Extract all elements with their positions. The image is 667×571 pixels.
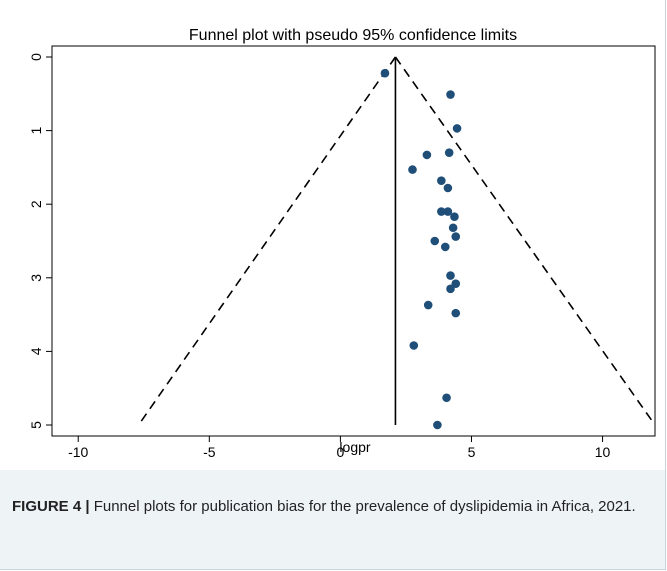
data-point <box>444 148 454 157</box>
y-tick-label: 5 <box>28 421 44 429</box>
data-point <box>450 212 459 222</box>
data-point <box>440 242 450 252</box>
data-point <box>380 68 390 78</box>
y-tick-label: 2 <box>28 200 44 208</box>
x-tick-label: 10 <box>595 444 611 460</box>
data-point <box>408 165 417 174</box>
x-tick-label: 5 <box>468 444 476 460</box>
data-point <box>451 279 461 288</box>
x-axis-label: logpr <box>339 439 370 455</box>
data-point <box>451 232 461 241</box>
figure-caption: FIGURE 4 | Funnel plots for publication … <box>12 496 662 518</box>
funnel-plot: Funnel plot with pseudo 95% confidence l… <box>0 0 665 470</box>
title-band <box>52 22 655 46</box>
data-point <box>451 308 461 318</box>
chart-title: Funnel plot with pseudo 95% confidence l… <box>189 27 517 44</box>
caption-label: FIGURE 4 | <box>12 498 90 515</box>
data-point <box>433 420 442 430</box>
data-point <box>446 284 455 294</box>
data-point <box>423 300 433 310</box>
data-point <box>443 207 453 216</box>
plot-frame <box>51 45 656 437</box>
data-point <box>409 341 419 350</box>
data-point <box>452 124 462 133</box>
data-point <box>437 176 446 185</box>
x-tick-label: -10 <box>68 444 88 460</box>
caption-text: Funnel plots for publication bias for th… <box>89 498 636 515</box>
data-point <box>448 223 458 233</box>
data-points <box>380 68 462 430</box>
data-point <box>437 207 446 216</box>
data-point <box>443 183 453 193</box>
data-point <box>446 90 455 99</box>
data-point <box>446 271 455 280</box>
data-point <box>442 393 451 403</box>
x-tick-label: 0 <box>336 444 344 460</box>
data-point <box>422 150 432 160</box>
plot-background <box>0 0 665 470</box>
y-tick-label: 1 <box>28 126 44 134</box>
confidence-funnel <box>140 56 654 425</box>
y-tick-label: 3 <box>28 274 44 282</box>
y-tick-label: 0 <box>28 53 44 61</box>
funnel-plot-svg: Funnel plot with pseudo 95% confidence l… <box>0 0 665 470</box>
data-point <box>430 236 440 246</box>
y-tick-label: 4 <box>28 347 44 355</box>
caption-band <box>0 470 665 569</box>
x-tick-label: -5 <box>203 444 216 460</box>
axes: -10 -5 0 5 10 0 1 2 3 4 5 <box>28 45 656 460</box>
